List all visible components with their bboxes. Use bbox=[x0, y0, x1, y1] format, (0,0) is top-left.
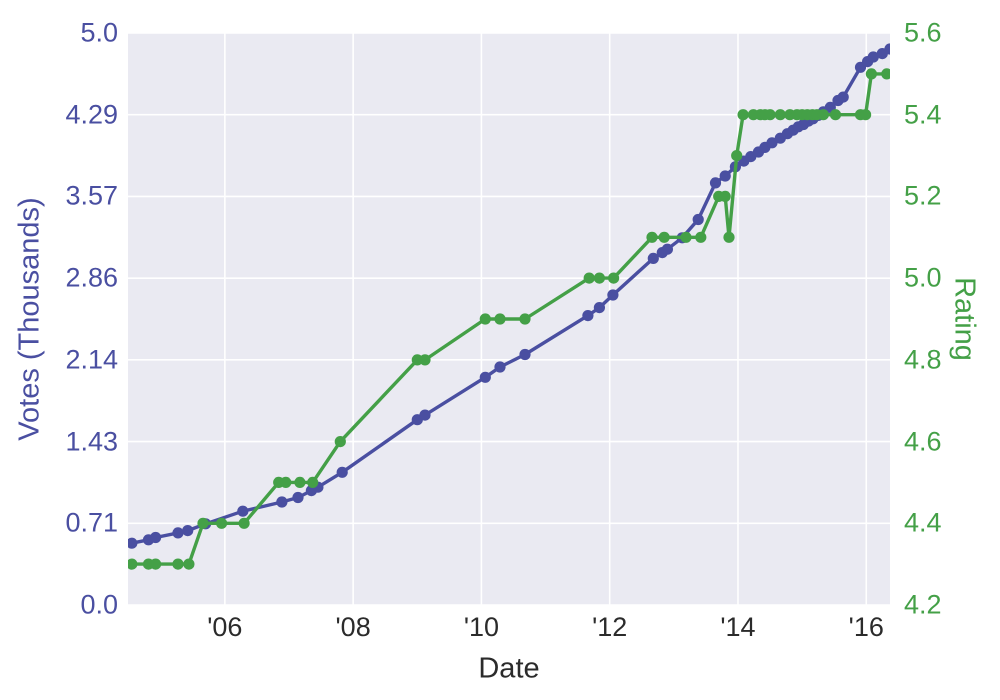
right-ytick-label: 4.6 bbox=[904, 426, 942, 457]
left-ytick-label: 5.0 bbox=[80, 17, 118, 48]
votes-point bbox=[479, 371, 491, 383]
votes-point bbox=[172, 527, 184, 539]
votes-point bbox=[494, 361, 506, 373]
rating-point bbox=[719, 190, 731, 202]
votes-point bbox=[837, 91, 849, 103]
rating-point bbox=[774, 109, 786, 121]
rating-point bbox=[695, 231, 707, 243]
x-axis-title: Date bbox=[478, 652, 540, 685]
xtick-label: '12 bbox=[592, 612, 628, 642]
right-ytick-label: 4.8 bbox=[904, 344, 942, 375]
rating-point bbox=[737, 109, 749, 121]
xtick-label: '10 bbox=[463, 612, 499, 642]
xtick-label: '06 bbox=[207, 612, 243, 642]
rating-point bbox=[865, 68, 878, 80]
votes-point bbox=[607, 289, 619, 301]
votes-line bbox=[131, 47, 890, 545]
rating-point bbox=[197, 517, 209, 529]
rating-point bbox=[479, 313, 491, 325]
rating-point bbox=[593, 272, 605, 284]
rating-point bbox=[150, 558, 162, 570]
votes-point bbox=[237, 505, 249, 517]
left-ytick-label: 2.86 bbox=[65, 262, 118, 293]
votes-point bbox=[709, 177, 722, 189]
right-ytick-label: 5.2 bbox=[904, 180, 942, 211]
rating-point bbox=[307, 476, 319, 488]
rating-point bbox=[646, 231, 658, 243]
right-ytick-label: 5.0 bbox=[904, 262, 942, 293]
votes-point bbox=[336, 466, 348, 478]
rating-point bbox=[419, 354, 431, 366]
votes-point bbox=[519, 348, 531, 361]
votes-point bbox=[419, 409, 431, 421]
xtick-label: '16 bbox=[848, 612, 884, 642]
votes-point bbox=[150, 531, 162, 544]
rating-point bbox=[723, 231, 735, 243]
right-ytick-label: 5.4 bbox=[904, 99, 942, 130]
votes-point bbox=[292, 491, 304, 504]
right-axis-title: Rating bbox=[948, 277, 981, 361]
rating-point bbox=[172, 558, 184, 570]
votes-point bbox=[582, 310, 594, 322]
rating-point bbox=[817, 109, 829, 121]
xtick-label: '08 bbox=[335, 612, 371, 642]
rating-point bbox=[183, 558, 195, 570]
rating-point bbox=[334, 436, 346, 448]
rating-point bbox=[860, 109, 872, 121]
plot-area bbox=[128, 33, 890, 605]
rating-point bbox=[829, 109, 842, 121]
chart-canvas bbox=[128, 33, 890, 605]
left-axis-title: Votes (Thousands) bbox=[13, 197, 46, 441]
rating-point bbox=[731, 150, 743, 162]
xtick-label: '14 bbox=[720, 612, 756, 642]
rating-point bbox=[519, 313, 531, 325]
votes-point bbox=[128, 537, 138, 549]
votes-point bbox=[276, 496, 288, 508]
left-ytick-label: 1.43 bbox=[65, 426, 118, 457]
left-ytick-label: 0.0 bbox=[80, 589, 118, 620]
rating-point bbox=[294, 476, 306, 488]
left-ytick-label: 3.57 bbox=[65, 180, 118, 211]
votes-point bbox=[884, 43, 890, 55]
votes-point bbox=[692, 213, 704, 226]
votes-point bbox=[647, 252, 659, 264]
left-ytick-label: 0.71 bbox=[65, 507, 118, 538]
votes-point bbox=[661, 243, 674, 255]
left-ytick-label: 4.29 bbox=[65, 99, 118, 130]
rating-point bbox=[238, 517, 250, 529]
votes-point bbox=[766, 137, 778, 149]
votes-point bbox=[593, 302, 605, 314]
votes-point bbox=[719, 170, 731, 182]
rating-point bbox=[881, 68, 890, 80]
right-ytick-label: 5.6 bbox=[904, 17, 942, 48]
rating-point bbox=[680, 231, 692, 243]
right-ytick-label: 4.2 bbox=[904, 589, 942, 620]
rating-point bbox=[411, 354, 423, 366]
rating-point bbox=[494, 313, 506, 325]
rating-point bbox=[608, 272, 620, 284]
rating-point bbox=[583, 272, 595, 284]
votes-point bbox=[867, 51, 879, 63]
rating-point bbox=[280, 476, 292, 488]
right-ytick-label: 4.4 bbox=[904, 507, 942, 538]
rating-point bbox=[764, 109, 776, 121]
left-ytick-label: 2.14 bbox=[65, 344, 118, 375]
rating-point bbox=[216, 517, 228, 529]
rating-point bbox=[128, 558, 138, 570]
votes-point bbox=[182, 525, 194, 537]
rating-point bbox=[658, 231, 670, 243]
